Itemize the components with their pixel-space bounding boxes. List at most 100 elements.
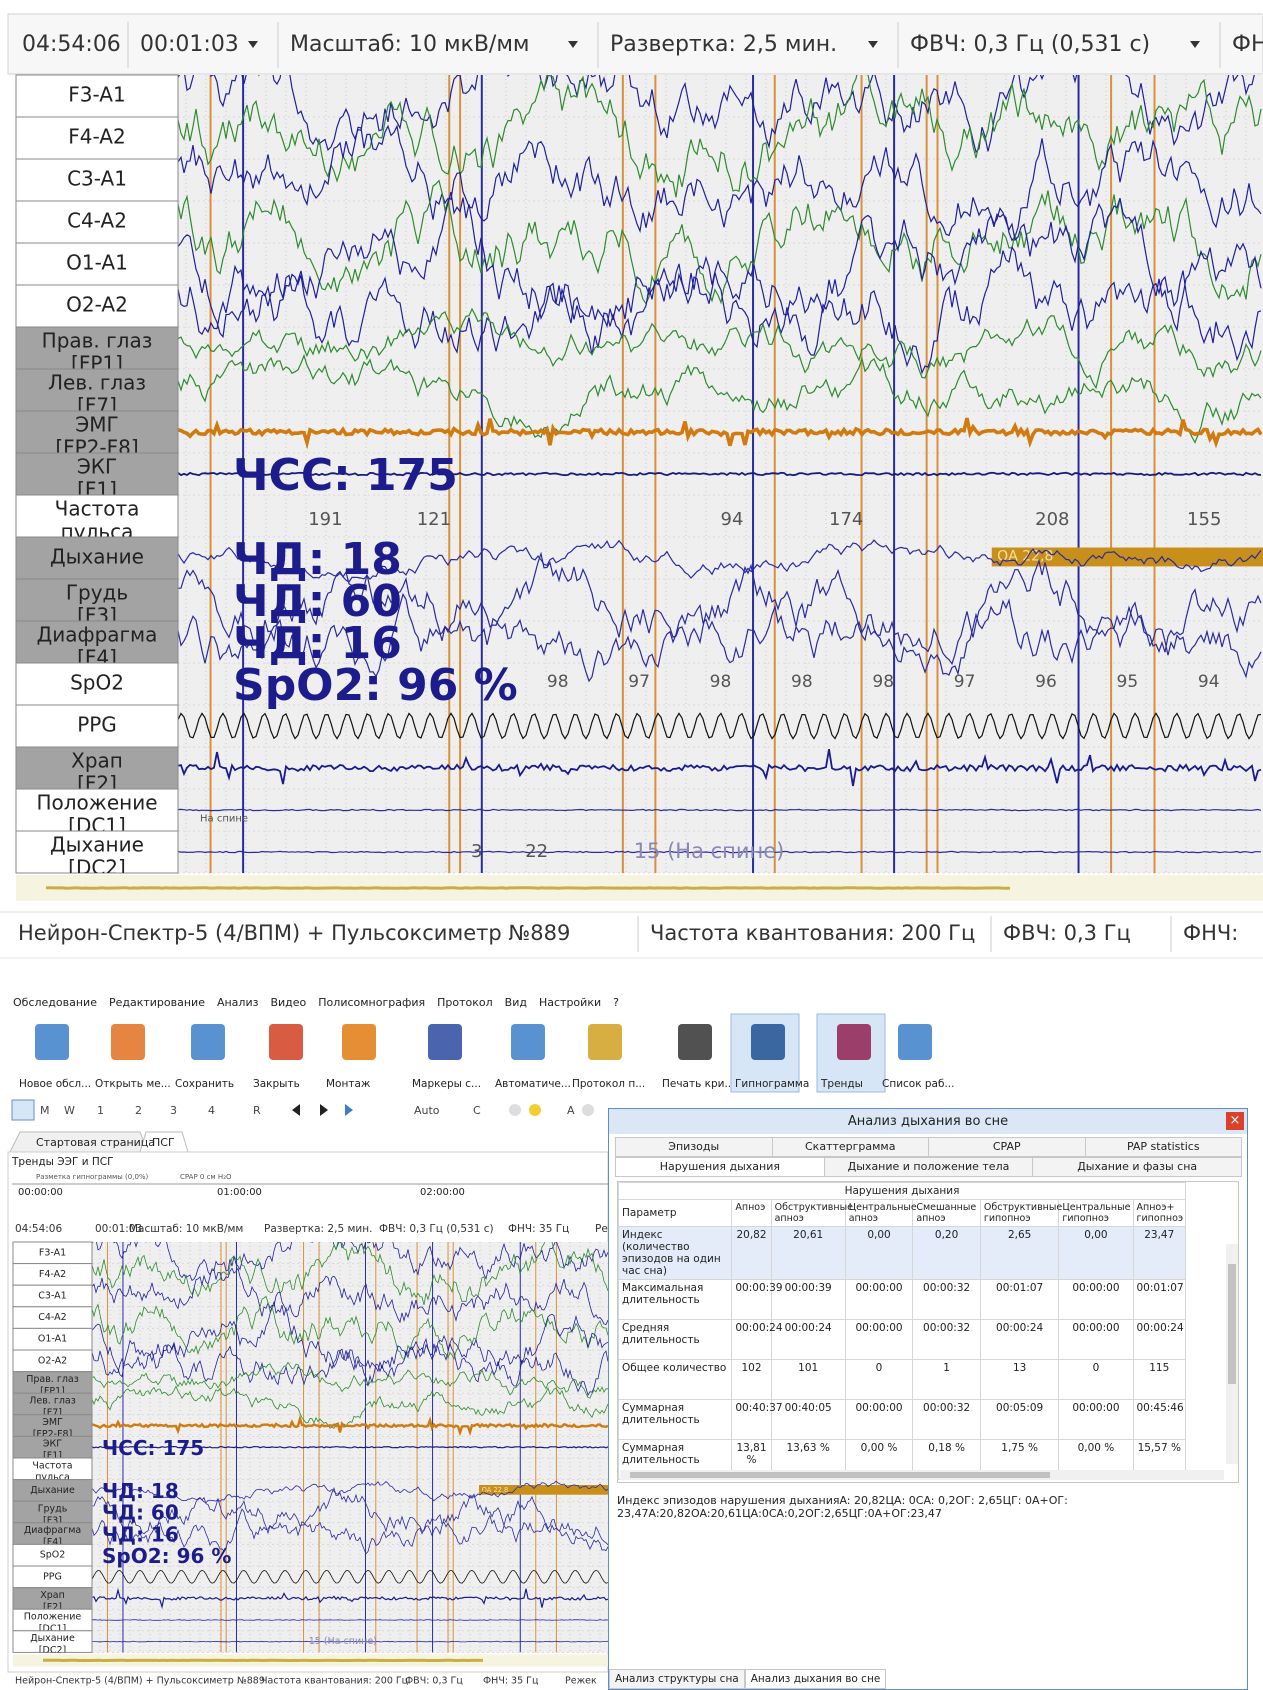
toolbar-button[interactable]: 4 — [208, 1104, 215, 1117]
toolbar-button[interactable]: Сохранить — [175, 1078, 234, 1090]
dialog-tab[interactable]: Дыхание и положение тела — [824, 1157, 1034, 1177]
toolbar-field[interactable]: ФВЧ: 0,3 Гц (0,531 с) — [910, 32, 1150, 57]
toolbar-button[interactable]: A — [567, 1104, 575, 1117]
menu-item[interactable]: Редактирование — [109, 996, 205, 1009]
channel-label[interactable]: Положение — [24, 1611, 82, 1622]
channel-label[interactable]: PPG — [77, 713, 117, 737]
channel-label[interactable]: O1-A1 — [38, 1334, 67, 1345]
toolbar-button[interactable]: Новое обсл... — [19, 1078, 91, 1090]
toolbar-field[interactable]: Масштаб: 10 мкВ/мм — [129, 1223, 243, 1235]
toolbar-field[interactable]: 04:54:06 — [15, 1223, 62, 1235]
dialog-tab[interactable]: Нарушения дыхания — [615, 1157, 825, 1177]
channel-label[interactable]: F4-A2 — [68, 125, 125, 149]
channel-label[interactable]: C3-A1 — [38, 1291, 66, 1302]
channel-label[interactable]: ЭКГ — [77, 455, 117, 479]
channel-label[interactable]: Дыхание — [50, 833, 144, 857]
channel-label[interactable]: O2-A2 — [66, 293, 128, 317]
menu-item[interactable]: Видео — [270, 996, 306, 1009]
channel-label[interactable]: SpO2 — [40, 1550, 66, 1561]
toolbar-field[interactable]: ФВЧ: 0,3 Гц (0,531 с) — [379, 1223, 494, 1235]
tab-label[interactable]: Стартовая страница — [36, 1136, 155, 1149]
channel-label[interactable]: SpO2 — [70, 671, 124, 695]
channel-label[interactable]: Дыхание — [30, 1633, 75, 1644]
toolbar-button[interactable]: W — [64, 1104, 75, 1117]
channel-label[interactable]: ЭКГ — [43, 1439, 62, 1450]
toolbar-button[interactable]: Тренды — [820, 1078, 863, 1090]
dialog-tab[interactable]: CPAP — [928, 1137, 1086, 1157]
channel-label[interactable]: Частота — [32, 1460, 72, 1471]
toolbar-button[interactable]: Печать кри... — [662, 1078, 734, 1090]
channel-label[interactable]: Частота — [55, 497, 140, 521]
dialog-tab[interactable]: Эпизоды — [615, 1137, 773, 1157]
channel-label[interactable]: C3-A1 — [67, 167, 127, 191]
toolbar-field[interactable]: Развертка: 2,5 мин. — [610, 32, 837, 57]
channel-label[interactable]: Храп — [40, 1590, 65, 1601]
menu-item[interactable]: Полисомнография — [318, 996, 425, 1009]
toolbar-field[interactable]: 04:54:06 — [22, 32, 121, 57]
toolbar-button[interactable]: C — [473, 1104, 481, 1117]
channel-label[interactable]: C4-A2 — [67, 209, 127, 233]
table-row[interactable]: Общее количество10210101130115 — [619, 1360, 1186, 1400]
toolbar-field[interactable]: 00:01:03 — [140, 32, 239, 57]
scroll-thumb[interactable] — [1228, 1264, 1236, 1384]
toolbar-field[interactable]: ФНЧ: 35 Гц — [508, 1223, 569, 1235]
channel-label[interactable]: Грудь — [66, 581, 128, 605]
channel-label[interactable]: Прав. глаз — [42, 329, 153, 353]
toolbar-button[interactable]: Список раб... — [882, 1078, 955, 1090]
channel-label[interactable]: Лев. глаз — [29, 1395, 76, 1406]
channel-label[interactable]: O2-A2 — [38, 1355, 67, 1366]
channel-label[interactable]: O1-A1 — [66, 251, 128, 275]
toolbar-button[interactable]: M — [40, 1104, 50, 1117]
toolbar-field[interactable]: ФНЧ — [1232, 32, 1263, 57]
dialog-tab[interactable]: PAP statistics — [1085, 1137, 1243, 1157]
channel-label[interactable]: Храп — [71, 749, 123, 773]
toolbar-field[interactable]: Развертка: 2,5 мин. — [264, 1223, 372, 1235]
channel-label[interactable]: PPG — [43, 1571, 62, 1582]
channel-label[interactable]: F3-A1 — [68, 83, 125, 107]
channel-label[interactable]: C4-A2 — [38, 1312, 66, 1323]
toolbar-button[interactable]: Гипнограмма — [735, 1078, 809, 1090]
channel-label[interactable]: Лев. глаз — [48, 371, 146, 395]
channel-label[interactable]: Грудь — [38, 1503, 68, 1514]
bottom-tab[interactable]: Анализ структуры сна — [609, 1669, 745, 1689]
toolbar-button[interactable]: 2 — [135, 1104, 142, 1117]
toolbar-button[interactable]: Закрыть — [253, 1078, 300, 1090]
channel-label[interactable]: Дыхание — [50, 545, 144, 569]
toolbar-field[interactable]: Ре — [595, 1223, 608, 1235]
menu-item[interactable]: Анализ — [217, 996, 259, 1009]
close-button[interactable]: × — [1226, 1112, 1244, 1130]
toolbar-button[interactable]: Автоматиче... — [495, 1078, 571, 1090]
toolbar-button[interactable]: Открыть ме... — [95, 1078, 171, 1090]
channel-label[interactable]: Диафрагма — [24, 1525, 81, 1536]
menu-item[interactable]: ? — [613, 996, 619, 1009]
toolbar-button[interactable]: Протокол п... — [572, 1078, 645, 1090]
channel-label[interactable]: Положение — [37, 791, 158, 815]
menu-item[interactable]: Протокол — [437, 996, 493, 1009]
toolbar-button[interactable]: 3 — [170, 1104, 177, 1117]
bottom-tab[interactable]: Анализ дыхания во сне — [745, 1669, 887, 1689]
toolbar-button[interactable]: Маркеры с... — [412, 1078, 481, 1090]
channel-label[interactable]: Дыхание — [30, 1485, 75, 1496]
toolbar-button[interactable]: 1 — [97, 1104, 104, 1117]
channel-label[interactable]: Прав. глаз — [26, 1374, 79, 1385]
channel-label[interactable]: ЭМГ — [75, 413, 118, 437]
channel-label[interactable]: F4-A2 — [39, 1269, 66, 1280]
toolbar-button[interactable]: Монтаж — [326, 1078, 371, 1090]
dialog-tab[interactable]: Скаттерграмма — [772, 1137, 930, 1157]
scroll-thumb[interactable] — [630, 1472, 1050, 1478]
channel-label[interactable]: ЭМГ — [42, 1417, 63, 1428]
tab-label[interactable]: ПСГ — [152, 1136, 175, 1149]
channel-label[interactable]: Диафрагма — [37, 623, 158, 647]
table-row[interactable]: Индекс (количество эпизодов на один час … — [619, 1227, 1186, 1280]
channel-label[interactable]: F3-A1 — [39, 1247, 66, 1258]
menu-item[interactable]: Настройки — [539, 996, 601, 1009]
dialog-tab[interactable]: Дыхание и фазы сна — [1032, 1157, 1242, 1177]
table-row[interactable]: Максимальная длительность00:00:3900:00:3… — [619, 1280, 1186, 1320]
toolbar-field[interactable]: Масштаб: 10 мкВ/мм — [290, 32, 530, 57]
menu-item[interactable]: Обследование — [13, 996, 97, 1009]
toolbar-button[interactable]: R — [253, 1104, 261, 1117]
menu-item[interactable]: Вид — [505, 996, 528, 1009]
toolbar-button[interactable]: Auto — [414, 1104, 440, 1117]
